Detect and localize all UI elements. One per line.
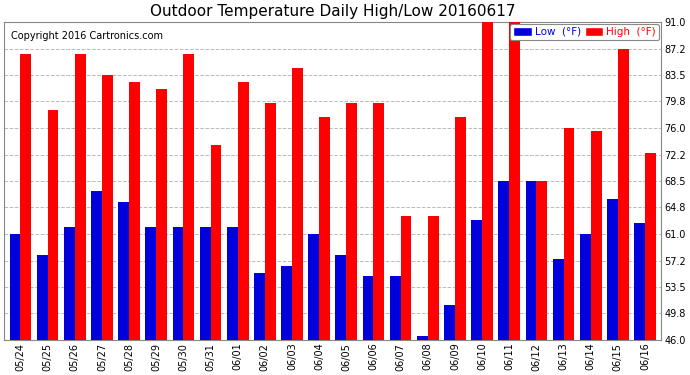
Bar bbox=[591, 131, 602, 340]
Bar bbox=[172, 227, 184, 340]
Bar bbox=[48, 110, 59, 340]
Title: Outdoor Temperature Daily High/Low 20160617: Outdoor Temperature Daily High/Low 20160… bbox=[150, 4, 515, 19]
Bar bbox=[64, 227, 75, 340]
Bar bbox=[564, 128, 574, 340]
Bar bbox=[645, 153, 656, 340]
Bar bbox=[10, 234, 21, 340]
Bar bbox=[390, 276, 401, 340]
Bar bbox=[509, 22, 520, 340]
Bar bbox=[553, 259, 564, 340]
Bar bbox=[199, 227, 210, 340]
Bar bbox=[482, 22, 493, 340]
Bar bbox=[254, 273, 265, 340]
Text: Copyright 2016 Cartronics.com: Copyright 2016 Cartronics.com bbox=[11, 31, 163, 41]
Bar bbox=[401, 216, 411, 340]
Bar bbox=[118, 202, 129, 340]
Bar bbox=[308, 234, 319, 340]
Bar bbox=[498, 181, 509, 340]
Legend: Low  (°F), High  (°F): Low (°F), High (°F) bbox=[511, 24, 659, 40]
Bar bbox=[292, 68, 303, 340]
Bar bbox=[237, 82, 248, 340]
Bar bbox=[417, 336, 428, 340]
Bar bbox=[129, 82, 140, 340]
Bar bbox=[363, 276, 373, 340]
Bar bbox=[265, 103, 276, 340]
Bar bbox=[428, 216, 439, 340]
Bar bbox=[319, 117, 330, 340]
Bar bbox=[634, 223, 645, 340]
Bar bbox=[227, 227, 237, 340]
Bar bbox=[455, 117, 466, 340]
Bar bbox=[210, 146, 221, 340]
Bar bbox=[91, 191, 102, 340]
Bar bbox=[146, 227, 156, 340]
Bar bbox=[37, 255, 48, 340]
Bar bbox=[373, 103, 384, 340]
Bar bbox=[580, 234, 591, 340]
Bar bbox=[75, 54, 86, 340]
Bar bbox=[102, 75, 112, 340]
Bar bbox=[281, 266, 292, 340]
Bar bbox=[536, 181, 547, 340]
Bar bbox=[346, 103, 357, 340]
Bar bbox=[184, 54, 195, 340]
Bar bbox=[526, 181, 536, 340]
Bar bbox=[471, 220, 482, 340]
Bar bbox=[21, 54, 31, 340]
Bar bbox=[156, 89, 167, 340]
Bar bbox=[618, 49, 629, 340]
Bar bbox=[444, 304, 455, 340]
Bar bbox=[607, 198, 618, 340]
Bar bbox=[335, 255, 346, 340]
